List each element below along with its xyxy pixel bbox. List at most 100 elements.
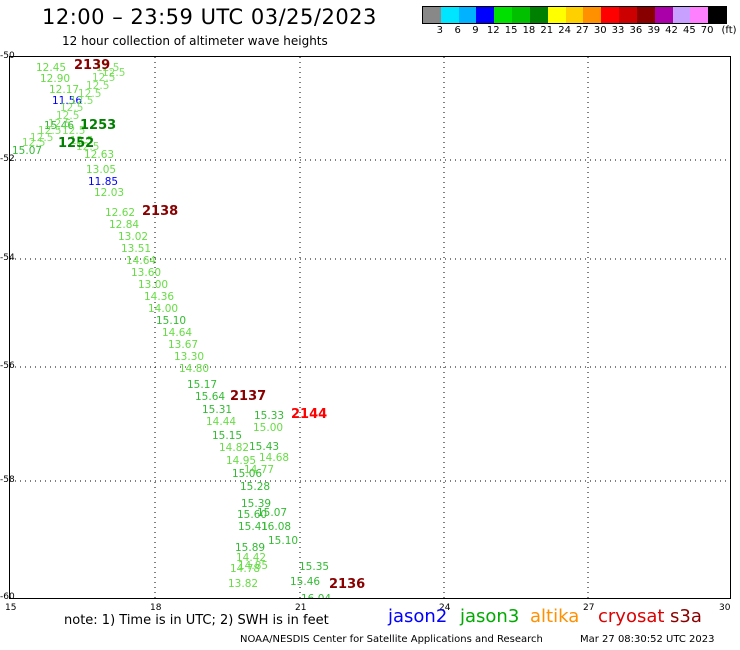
overlapping-value: 12.5 xyxy=(60,102,83,114)
wave-height-value: 11.85 xyxy=(88,176,118,188)
overlapping-value: 12.5 xyxy=(86,80,109,92)
pass-number-label: 2138 xyxy=(142,204,178,219)
legend-swatch xyxy=(547,7,566,23)
legend-tick-label: 45 xyxy=(682,25,696,36)
legend-swatch xyxy=(512,7,530,23)
wave-height-value: 13.05 xyxy=(86,164,116,176)
overlapping-value: 12.5 xyxy=(48,118,71,130)
pass-number-label: 2136 xyxy=(329,577,365,592)
latitude-label: -60 xyxy=(0,592,15,602)
wave-height-value: 14.80 xyxy=(179,363,209,375)
wave-height-value: 15.89 xyxy=(235,542,265,554)
footer-note: note: 1) Time is in UTC; 2) SWH is in fe… xyxy=(64,613,329,628)
legend-swatch xyxy=(476,7,495,23)
wave-height-value: 14.85 xyxy=(238,560,268,572)
legend-swatch xyxy=(636,7,655,23)
overlapping-value: 12.5 xyxy=(62,125,85,137)
overlapping-value: 12.5 xyxy=(96,62,119,74)
legend-swatch xyxy=(654,7,673,23)
satellite-altika-label: altika xyxy=(530,606,580,627)
legend-swatch xyxy=(619,7,637,23)
wave-height-value: 13.00 xyxy=(138,279,168,291)
wave-height-value: 14.82 xyxy=(219,442,249,454)
overlapping-value: 12.5 xyxy=(102,67,125,79)
legend-unit: (ft) xyxy=(721,25,737,36)
wave-height-value: 15.10 xyxy=(268,535,298,547)
wave-height-value: 15.46 xyxy=(290,576,320,588)
longitude-label: 21 xyxy=(295,603,307,613)
wave-height-value: 13.67 xyxy=(168,339,198,351)
legend-ticks: 3 6 9 12 15 18 21 24 27 30 33 36 39 42 45 70 (ft) xyxy=(422,24,737,38)
wave-height-value: 14.36 xyxy=(144,291,174,303)
wave-height-value: 11.56 xyxy=(52,95,82,107)
wave-height-value: 16.08 xyxy=(261,521,291,533)
legend-tick-label: 12 xyxy=(486,25,500,36)
legend-tick-label: 6 xyxy=(454,25,461,36)
legend-swatch xyxy=(672,7,691,23)
wave-height-value: 12.17 xyxy=(49,84,79,96)
longitude-label: 18 xyxy=(150,603,162,613)
overlapping-value: 12.5 xyxy=(30,132,53,144)
wave-height-value: 15.07 xyxy=(12,145,42,157)
map-title: 12:00 – 23:59 UTC 03/25/2023 xyxy=(42,5,377,29)
overlapping-value: 12.5 xyxy=(70,95,93,107)
latitude-label: -58 xyxy=(0,475,15,485)
satellite-s3a-label: s3a xyxy=(670,606,702,627)
wave-height-value: 14.78 xyxy=(230,563,260,575)
satellite-cryosat-label: cryosat xyxy=(598,606,665,627)
pass-number-label: 1252 xyxy=(58,136,94,151)
legend-tick-label: 39 xyxy=(647,25,661,36)
pass-number-label: 2144 xyxy=(291,407,327,422)
wave-height-value: 14.42 xyxy=(236,552,266,564)
legend-tick-label: 33 xyxy=(611,25,625,36)
map-area: 12.45 12.90 12.17 11.56 15.46 15.07 12.63 13.05… xyxy=(9,56,731,599)
legend-tick-label: 42 xyxy=(665,25,678,36)
wave-height-value: 14.00 xyxy=(148,303,178,315)
satellite-jason2-label: jason2 xyxy=(388,606,448,627)
latitude-label: -52 xyxy=(0,154,15,164)
satellite-jason3-label: jason3 xyxy=(460,606,520,627)
legend-swatch xyxy=(529,7,548,23)
longitude-label: 24 xyxy=(439,603,451,613)
legend-swatch xyxy=(423,7,441,23)
wave-height-value: 15.17 xyxy=(187,379,217,391)
wave-height-value: 12.63 xyxy=(84,149,114,161)
legend-swatch xyxy=(440,7,459,23)
legend-swatch xyxy=(565,7,584,23)
legend-tick-label: 9 xyxy=(472,25,479,36)
overlapping-value: 12.5 xyxy=(76,141,99,153)
legend-color-bar xyxy=(422,6,727,24)
wave-height-value: 13.51 xyxy=(121,243,151,255)
wave-height-value: 12.90 xyxy=(40,73,70,85)
wave-height-value: 15.28 xyxy=(240,481,270,493)
wave-height-value: 15.07 xyxy=(257,507,287,519)
latitude-label: -50 xyxy=(0,51,15,61)
longitude-label: 30 xyxy=(719,603,731,613)
wave-height-value: 14.68 xyxy=(259,452,289,464)
legend-tick-label: 36 xyxy=(629,25,643,36)
legend-swatch xyxy=(690,7,709,23)
wave-height-value: 15.60 xyxy=(237,509,267,521)
wave-height-value: 13.60 xyxy=(131,267,161,279)
latitude-label: -54 xyxy=(0,253,15,263)
legend-swatch xyxy=(601,7,620,23)
legend-tick-label: 27 xyxy=(576,25,589,36)
wave-height-value: 12.84 xyxy=(109,219,139,231)
wave-height-value: 12.62 xyxy=(105,207,135,219)
wave-height-value: 12.45 xyxy=(36,62,66,74)
overlapping-value: 12.5 xyxy=(92,72,115,84)
wave-height-value: 15.15 xyxy=(212,430,242,442)
map-subtitle: 12 hour collection of altimeter wave hei… xyxy=(62,34,328,48)
wave-height-value: 15.43 xyxy=(249,441,279,453)
overlapping-value: 12.5 xyxy=(70,135,93,147)
legend-tick-label: 3 xyxy=(436,25,443,36)
legend-tick-label: 70 xyxy=(700,25,714,36)
longitude-label: 15 xyxy=(5,603,17,613)
wave-height-value: 15.64 xyxy=(195,391,225,403)
wave-height-value: 13.82 xyxy=(228,578,258,590)
legend-swatch xyxy=(708,7,727,23)
legend-swatch xyxy=(583,7,602,23)
wave-height-value: 15.06 xyxy=(232,468,262,480)
overlapping-value: 12.5 xyxy=(78,88,101,100)
